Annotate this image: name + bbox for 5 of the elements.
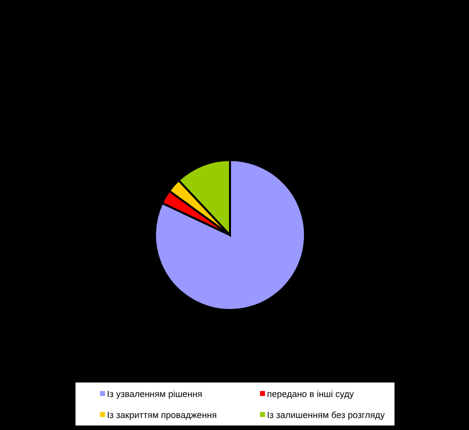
pie-slice [154,159,306,311]
legend-label: передано в інші суду [267,389,354,399]
legend-label: Із узваленням рішення [107,389,202,399]
legend-label: Із залишенням без розгляду [267,410,386,420]
legend-label: Із закриттям провадження [107,410,217,420]
